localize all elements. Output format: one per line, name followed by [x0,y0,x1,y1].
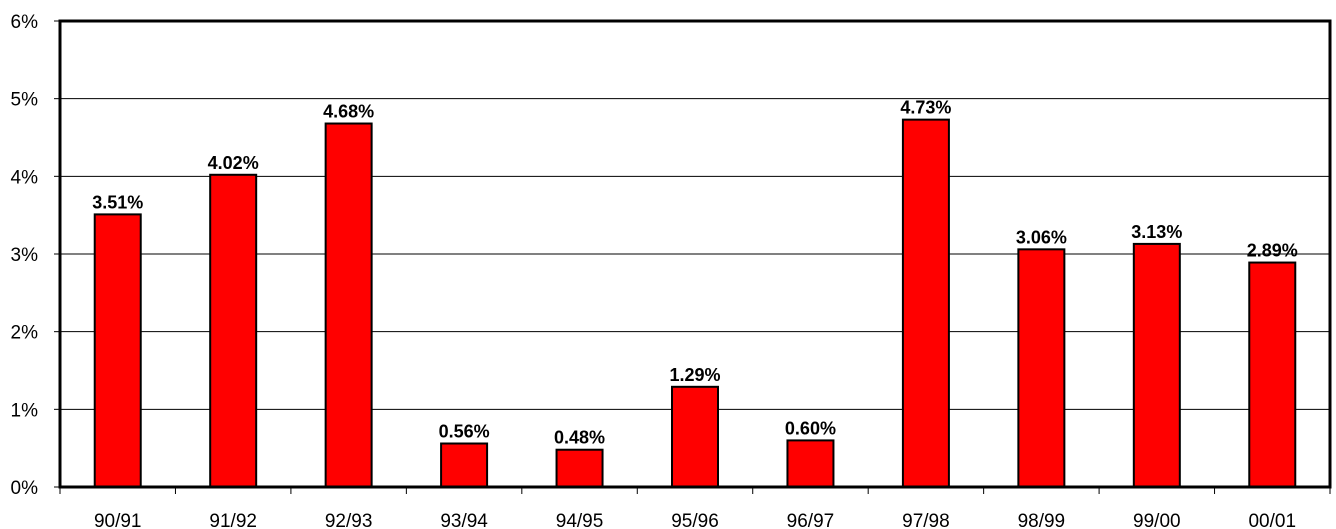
bar [93,213,142,488]
data-label: 3.51% [92,192,143,212]
data-label: 0.48% [554,428,605,448]
bars [93,118,1297,489]
bar [440,442,489,488]
data-label: 0.56% [439,422,490,442]
data-label: 0.60% [785,418,836,438]
bar [1132,242,1181,488]
data-label: 4.02% [208,153,259,173]
x-tick-label: 97/98 [902,511,950,529]
bar [901,118,950,489]
x-tick-label: 99/00 [1133,511,1181,529]
data-label: 4.73% [900,98,951,118]
bar [209,173,258,488]
y-tick-label: 1% [11,400,39,421]
bar [786,439,835,488]
bar [555,448,604,488]
x-tick-label: 95/96 [671,511,719,529]
y-tick-label: 4% [11,167,39,188]
x-tick-label: 90/91 [94,511,142,529]
y-axis: 0% 1% 2% 3% 4% 5% 6% [11,12,60,499]
x-tick-label: 92/93 [325,511,373,529]
bar [324,122,373,489]
data-labels: 3.51% 4.02% 4.68% 0.56% 0.48% 1.29% 0.60% 4.73%… [92,98,1298,448]
x-tick-label: 96/97 [787,511,835,529]
data-label: 3.13% [1131,222,1182,242]
x-tick-label: 93/94 [440,511,488,529]
x-tick-label: 94/95 [556,511,604,529]
y-tick-label: 3% [11,245,39,266]
x-tick-label: 00/01 [1248,511,1296,529]
x-tick-label: 98/99 [1018,511,1066,529]
y-tick-label: 2% [11,323,39,344]
x-tick-label: 91/92 [209,511,257,529]
y-tick-label: 5% [11,90,39,111]
bar [1248,261,1297,488]
y-tick-label: 0% [11,478,39,499]
y-tick-label: 6% [11,12,39,33]
x-axis: 90/91 91/92 92/93 93/94 94/95 95/96 96/97 97/98… [59,487,1331,529]
bar [671,385,719,488]
data-label: 2.89% [1247,241,1298,261]
gridlines [60,98,1330,410]
data-label: 1.29% [669,365,720,385]
bar [1017,248,1066,488]
data-label: 3.06% [1016,227,1067,247]
data-label: 4.68% [323,102,374,122]
